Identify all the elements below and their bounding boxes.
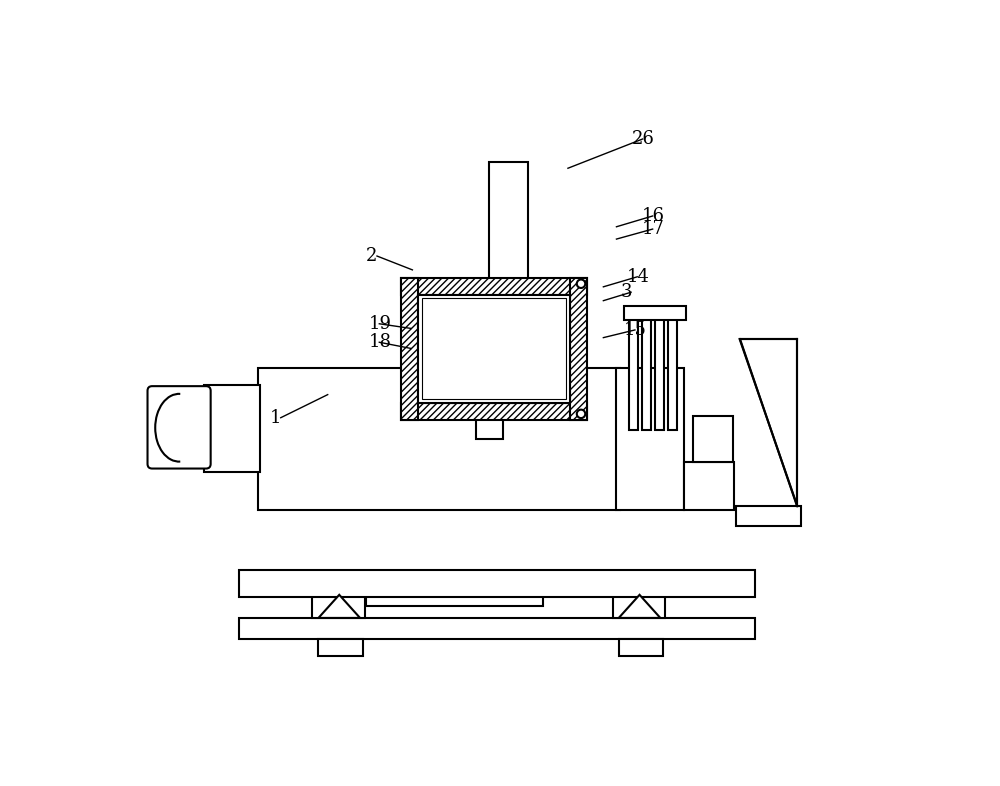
Bar [693,416,733,462]
Bar [401,277,418,420]
Bar [476,416,503,439]
Bar [684,462,734,510]
Polygon shape [318,595,360,618]
Circle shape [577,410,585,418]
Text: 18: 18 [369,333,392,351]
Bar [258,368,620,510]
Bar [401,403,587,420]
Text: 16: 16 [642,207,665,225]
Text: 2: 2 [366,247,378,265]
Bar [570,277,587,420]
Text: 1: 1 [270,409,281,427]
Text: 17: 17 [642,220,665,238]
Text: 26: 26 [632,130,655,148]
Bar [736,506,801,526]
Bar [489,162,528,297]
Bar [418,295,570,403]
Bar [366,583,543,606]
FancyBboxPatch shape [148,386,211,468]
Bar [422,299,566,399]
Bar [629,316,638,430]
Bar [204,385,260,472]
Text: 15: 15 [624,321,647,339]
Bar [668,316,677,430]
Bar [655,316,664,430]
Bar [642,316,651,430]
Bar [318,640,363,656]
Bar [401,277,587,295]
Circle shape [577,280,585,288]
Bar [613,595,665,618]
Bar [312,595,365,618]
Bar [239,618,755,640]
Text: 19: 19 [369,314,392,332]
Bar [616,368,684,510]
Polygon shape [740,340,797,506]
Bar [624,306,686,320]
Text: 14: 14 [626,268,649,286]
Bar [239,570,755,597]
Bar [619,640,663,656]
Polygon shape [619,595,660,618]
Text: 3: 3 [620,283,632,301]
